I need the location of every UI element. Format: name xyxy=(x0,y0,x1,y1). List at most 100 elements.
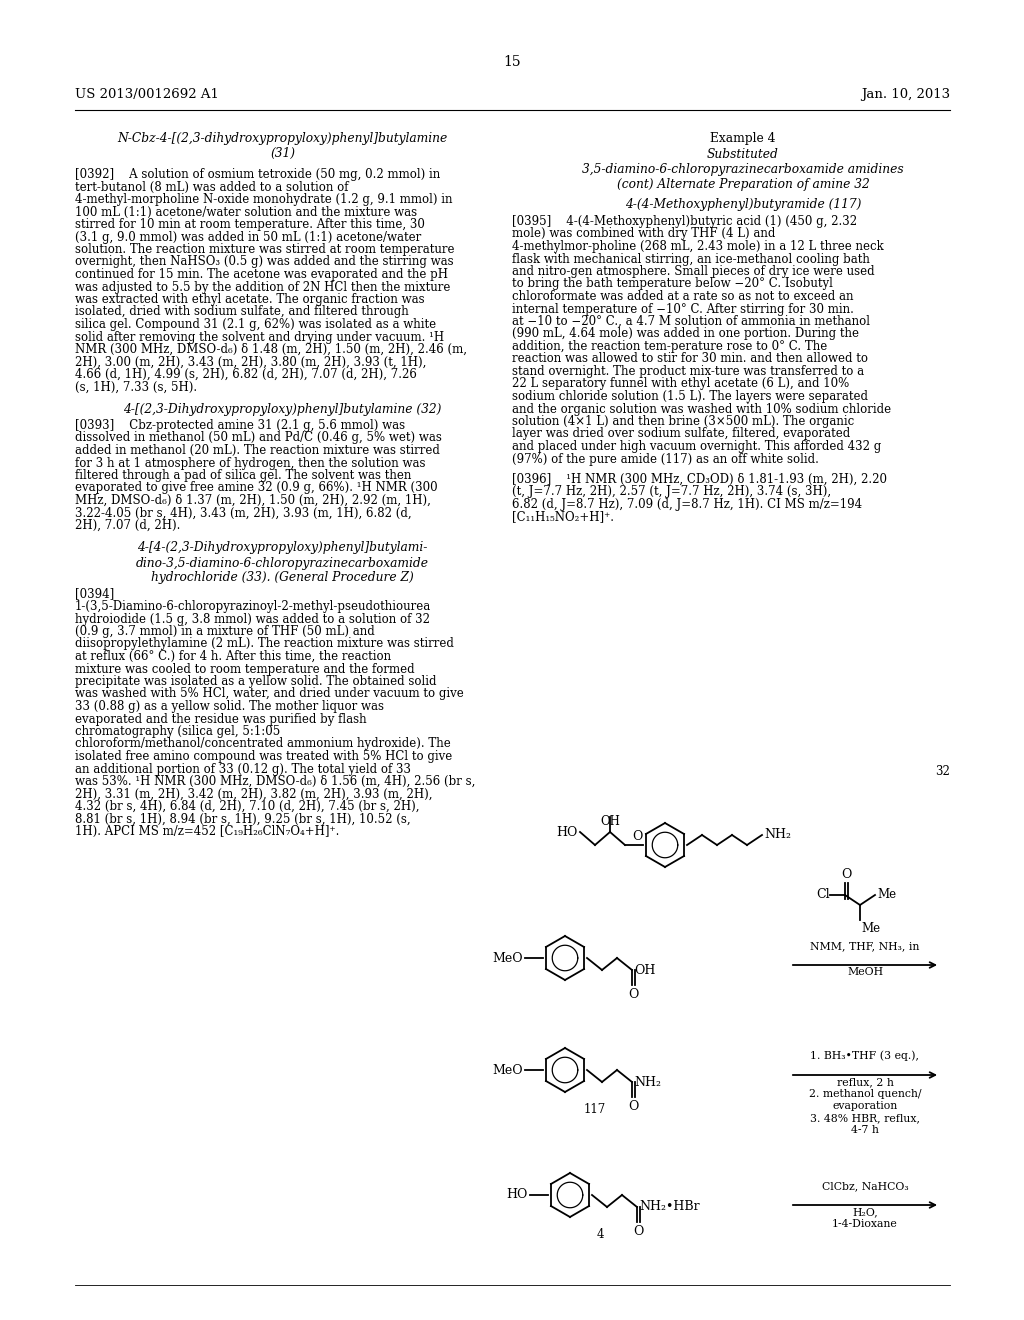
Text: MeO: MeO xyxy=(493,952,523,965)
Text: solid after removing the solvent and drying under vacuum. ¹H: solid after removing the solvent and dry… xyxy=(75,330,444,343)
Text: isolated free amino compound was treated with 5% HCl to give: isolated free amino compound was treated… xyxy=(75,750,453,763)
Text: 2. methanol quench/: 2. methanol quench/ xyxy=(809,1089,922,1100)
Text: OH: OH xyxy=(634,964,655,977)
Text: stand overnight. The product mix-ture was transferred to a: stand overnight. The product mix-ture wa… xyxy=(512,366,864,378)
Text: and nitro-gen atmosphere. Small pieces of dry ice were used: and nitro-gen atmosphere. Small pieces o… xyxy=(512,265,874,279)
Text: dissolved in methanol (50 mL) and Pd/C (0.46 g, 5% wet) was: dissolved in methanol (50 mL) and Pd/C (… xyxy=(75,432,442,445)
Text: (3.1 g, 9.0 mmol) was added in 50 mL (1:1) acetone/water: (3.1 g, 9.0 mmol) was added in 50 mL (1:… xyxy=(75,231,421,243)
Text: Cl: Cl xyxy=(816,888,830,902)
Text: HO: HO xyxy=(557,825,578,838)
Text: Me: Me xyxy=(877,888,896,902)
Text: [0393]    Cbz-protected amine 31 (2.1 g, 5.6 mmol) was: [0393] Cbz-protected amine 31 (2.1 g, 5.… xyxy=(75,418,406,432)
Text: ClCbz, NaHCO₃: ClCbz, NaHCO₃ xyxy=(821,1181,908,1191)
Text: [0392]    A solution of osmium tetroxide (50 mg, 0.2 mmol) in: [0392] A solution of osmium tetroxide (5… xyxy=(75,168,440,181)
Text: flask with mechanical stirring, an ice-methanol cooling bath: flask with mechanical stirring, an ice-m… xyxy=(512,252,869,265)
Text: (990 mL, 4.64 mole) was added in one portion. During the: (990 mL, 4.64 mole) was added in one por… xyxy=(512,327,859,341)
Text: (0.9 g, 3.7 mmol) in a mixture of THF (50 mL) and: (0.9 g, 3.7 mmol) in a mixture of THF (5… xyxy=(75,624,375,638)
Text: hydroiodide (1.5 g, 3.8 mmol) was added to a solution of 32: hydroiodide (1.5 g, 3.8 mmol) was added … xyxy=(75,612,430,626)
Text: precipitate was isolated as a yellow solid. The obtained solid: precipitate was isolated as a yellow sol… xyxy=(75,675,436,688)
Text: overnight, then NaHSO₃ (0.5 g) was added and the stirring was: overnight, then NaHSO₃ (0.5 g) was added… xyxy=(75,256,454,268)
Text: (t, J=7.7 Hz, 2H), 2.57 (t, J=7.7 Hz, 2H), 3.74 (s, 3H),: (t, J=7.7 Hz, 2H), 2.57 (t, J=7.7 Hz, 2H… xyxy=(512,486,831,499)
Text: O: O xyxy=(628,1100,638,1113)
Text: O: O xyxy=(841,869,851,880)
Text: O: O xyxy=(633,1225,643,1238)
Text: Jan. 10, 2013: Jan. 10, 2013 xyxy=(861,88,950,102)
Text: was washed with 5% HCl, water, and dried under vacuum to give: was washed with 5% HCl, water, and dried… xyxy=(75,688,464,701)
Text: 1-(3,5-Diamino-6-chloropyrazinoyl-2-methyl-pseudothiourea: 1-(3,5-Diamino-6-chloropyrazinoyl-2-meth… xyxy=(75,601,431,612)
Text: for 3 h at 1 atmosphere of hydrogen, then the solution was: for 3 h at 1 atmosphere of hydrogen, the… xyxy=(75,457,426,470)
Text: 4.32 (br s, 4H), 6.84 (d, 2H), 7.10 (d, 2H), 7.45 (br s, 2H),: 4.32 (br s, 4H), 6.84 (d, 2H), 7.10 (d, … xyxy=(75,800,420,813)
Text: 2H), 3.31 (m, 2H), 3.42 (m, 2H), 3.82 (m, 2H), 3.93 (m, 2H),: 2H), 3.31 (m, 2H), 3.42 (m, 2H), 3.82 (m… xyxy=(75,788,432,800)
Text: sodium chloride solution (1.5 L). The layers were separated: sodium chloride solution (1.5 L). The la… xyxy=(512,389,868,403)
Text: 2H), 3.00 (m, 2H), 3.43 (m, 2H), 3.80 (m, 2H), 3.93 (t, 1H),: 2H), 3.00 (m, 2H), 3.43 (m, 2H), 3.80 (m… xyxy=(75,355,426,368)
Text: addition, the reaction tem-perature rose to 0° C. The: addition, the reaction tem-perature rose… xyxy=(512,341,827,352)
Text: 4-(4-Methoxyphenyl)butyramide (117): 4-(4-Methoxyphenyl)butyramide (117) xyxy=(625,198,861,211)
Text: tert-butanol (8 mL) was added to a solution of: tert-butanol (8 mL) was added to a solut… xyxy=(75,181,348,194)
Text: 6.82 (d, J=8.7 Hz), 7.09 (d, J=8.7 Hz, 1H). CI MS m/z=194: 6.82 (d, J=8.7 Hz), 7.09 (d, J=8.7 Hz, 1… xyxy=(512,498,862,511)
Text: HO: HO xyxy=(507,1188,528,1201)
Text: evaporated and the residue was purified by flash: evaporated and the residue was purified … xyxy=(75,713,367,726)
Text: isolated, dried with sodium sulfate, and filtered through: isolated, dried with sodium sulfate, and… xyxy=(75,305,409,318)
Text: chromatography (silica gel, 5:1:05: chromatography (silica gel, 5:1:05 xyxy=(75,725,281,738)
Text: continued for 15 min. The acetone was evaporated and the pH: continued for 15 min. The acetone was ev… xyxy=(75,268,449,281)
Text: MHz, DMSO-d₆) δ 1.37 (m, 2H), 1.50 (m, 2H), 2.92 (m, 1H),: MHz, DMSO-d₆) δ 1.37 (m, 2H), 1.50 (m, 2… xyxy=(75,494,431,507)
Text: 4-methyl-morpholine N-oxide monohydrate (1.2 g, 9.1 mmol) in: 4-methyl-morpholine N-oxide monohydrate … xyxy=(75,193,453,206)
Text: 100 mL (1:1) acetone/water solution and the mixture was: 100 mL (1:1) acetone/water solution and … xyxy=(75,206,417,219)
Text: solution (4×1 L) and then brine (3×500 mL). The organic: solution (4×1 L) and then brine (3×500 m… xyxy=(512,414,854,428)
Text: 4-[(2,3-Dihydroxypropyloxy)phenyl]butylamine (32): 4-[(2,3-Dihydroxypropyloxy)phenyl]butyla… xyxy=(123,403,441,416)
Text: chloroform/methanol/concentrated ammonium hydroxide). The: chloroform/methanol/concentrated ammoniu… xyxy=(75,738,451,751)
Text: NMM, THF, NH₃, in: NMM, THF, NH₃, in xyxy=(810,941,920,950)
Text: and placed under high vacuum overnight. This afforded 432 g: and placed under high vacuum overnight. … xyxy=(512,440,882,453)
Text: diisopropylethylamine (2 mL). The reaction mixture was stirred: diisopropylethylamine (2 mL). The reacti… xyxy=(75,638,454,651)
Text: was adjusted to 5.5 by the addition of 2N HCl then the mixture: was adjusted to 5.5 by the addition of 2… xyxy=(75,281,451,293)
Text: MeOH: MeOH xyxy=(847,968,883,977)
Text: reaction was allowed to stir for 30 min. and then allowed to: reaction was allowed to stir for 30 min.… xyxy=(512,352,868,366)
Text: added in methanol (20 mL). The reaction mixture was stirred: added in methanol (20 mL). The reaction … xyxy=(75,444,440,457)
Text: at −10 to −20° C., a 4.7 M solution of ammonia in methanol: at −10 to −20° C., a 4.7 M solution of a… xyxy=(512,315,870,327)
Text: 32: 32 xyxy=(935,766,950,777)
Text: 4-methylmor-pholine (268 mL, 2.43 mole) in a 12 L three neck: 4-methylmor-pholine (268 mL, 2.43 mole) … xyxy=(512,240,884,253)
Text: 1. BH₃•THF (3 eq.),: 1. BH₃•THF (3 eq.), xyxy=(811,1051,920,1061)
Text: 8.81 (br s, 1H), 8.94 (br s, 1H), 9.25 (br s, 1H), 10.52 (s,: 8.81 (br s, 1H), 8.94 (br s, 1H), 9.25 (… xyxy=(75,813,411,825)
Text: chloroformate was added at a rate so as not to exceed an: chloroformate was added at a rate so as … xyxy=(512,290,853,304)
Text: solution. The reaction mixture was stirred at room temperature: solution. The reaction mixture was stirr… xyxy=(75,243,455,256)
Text: OH: OH xyxy=(600,814,620,828)
Text: [0396]    ¹H NMR (300 MHz, CD₃OD) δ 1.81-1.93 (m, 2H), 2.20: [0396] ¹H NMR (300 MHz, CD₃OD) δ 1.81-1.… xyxy=(512,473,887,486)
Text: (97%) of the pure amide (117) as an off white solid.: (97%) of the pure amide (117) as an off … xyxy=(512,453,819,466)
Text: Me: Me xyxy=(861,921,880,935)
Text: NH₂: NH₂ xyxy=(634,1076,662,1089)
Text: NH₂: NH₂ xyxy=(764,829,791,842)
Text: 1-4-Dioxane: 1-4-Dioxane xyxy=(833,1218,898,1229)
Text: stirred for 10 min at room temperature. After this time, 30: stirred for 10 min at room temperature. … xyxy=(75,218,425,231)
Text: mixture was cooled to room temperature and the formed: mixture was cooled to room temperature a… xyxy=(75,663,415,676)
Text: N-Cbz-4-[(2,3-dihydroxypropyloxy)phenyl]butylamine
(31): N-Cbz-4-[(2,3-dihydroxypropyloxy)phenyl]… xyxy=(118,132,447,160)
Text: [C₁₁H₁₅NO₂+H]⁺.: [C₁₁H₁₅NO₂+H]⁺. xyxy=(512,511,614,524)
Text: silica gel. Compound 31 (2.1 g, 62%) was isolated as a white: silica gel. Compound 31 (2.1 g, 62%) was… xyxy=(75,318,436,331)
Text: 22 L separatory funnel with ethyl acetate (6 L), and 10%: 22 L separatory funnel with ethyl acetat… xyxy=(512,378,849,391)
Text: filtered through a pad of silica gel. The solvent was then: filtered through a pad of silica gel. Th… xyxy=(75,469,412,482)
Text: Substituted
3,5-diamino-6-chloropyrazinecarboxamide amidines
(cont) Alternate Pr: Substituted 3,5-diamino-6-chloropyrazine… xyxy=(583,148,904,191)
Text: 1H). APCI MS m/z=452 [C₁₉H₂₆ClN₇O₄+H]⁺.: 1H). APCI MS m/z=452 [C₁₉H₂₆ClN₇O₄+H]⁺. xyxy=(75,825,339,838)
Text: 3. 48% HBR, reflux,: 3. 48% HBR, reflux, xyxy=(810,1113,920,1123)
Text: O: O xyxy=(628,987,638,1001)
Text: layer was dried over sodium sulfate, filtered, evaporated: layer was dried over sodium sulfate, fil… xyxy=(512,428,850,441)
Text: evaporation: evaporation xyxy=(833,1101,898,1111)
Text: an additional portion of 33 (0.12 g). The total yield of 33: an additional portion of 33 (0.12 g). Th… xyxy=(75,763,411,776)
Text: 4: 4 xyxy=(596,1228,604,1241)
Text: Example 4: Example 4 xyxy=(711,132,776,145)
Text: at reflux (66° C.) for 4 h. After this time, the reaction: at reflux (66° C.) for 4 h. After this t… xyxy=(75,649,391,663)
Text: 4-[4-(2,3-Dihydroxypropyloxy)phenyl]butylami-
dino-3,5-diamino-6-chloropyrazinec: 4-[4-(2,3-Dihydroxypropyloxy)phenyl]buty… xyxy=(136,541,429,585)
Text: MeO: MeO xyxy=(493,1064,523,1077)
Text: 4.66 (d, 1H), 4.99 (s, 2H), 6.82 (d, 2H), 7.07 (d, 2H), 7.26: 4.66 (d, 1H), 4.99 (s, 2H), 6.82 (d, 2H)… xyxy=(75,368,417,381)
Text: 3.22-4.05 (br s, 4H), 3.43 (m, 2H), 3.93 (m, 1H), 6.82 (d,: 3.22-4.05 (br s, 4H), 3.43 (m, 2H), 3.93… xyxy=(75,507,412,520)
Text: to bring the bath temperature below −20° C. Isobutyl: to bring the bath temperature below −20°… xyxy=(512,277,833,290)
Text: reflux, 2 h: reflux, 2 h xyxy=(837,1077,893,1086)
Text: O: O xyxy=(632,830,642,843)
Text: and the organic solution was washed with 10% sodium chloride: and the organic solution was washed with… xyxy=(512,403,891,416)
Text: H₂O,: H₂O, xyxy=(852,1206,878,1217)
Text: NH₂•HBr: NH₂•HBr xyxy=(639,1200,699,1213)
Text: evaporated to give free amine 32 (0.9 g, 66%). ¹H NMR (300: evaporated to give free amine 32 (0.9 g,… xyxy=(75,482,437,495)
Text: 4-7 h: 4-7 h xyxy=(851,1125,879,1135)
Text: 2H), 7.07 (d, 2H).: 2H), 7.07 (d, 2H). xyxy=(75,519,180,532)
Text: mole) was combined with dry THF (4 L) and: mole) was combined with dry THF (4 L) an… xyxy=(512,227,775,240)
